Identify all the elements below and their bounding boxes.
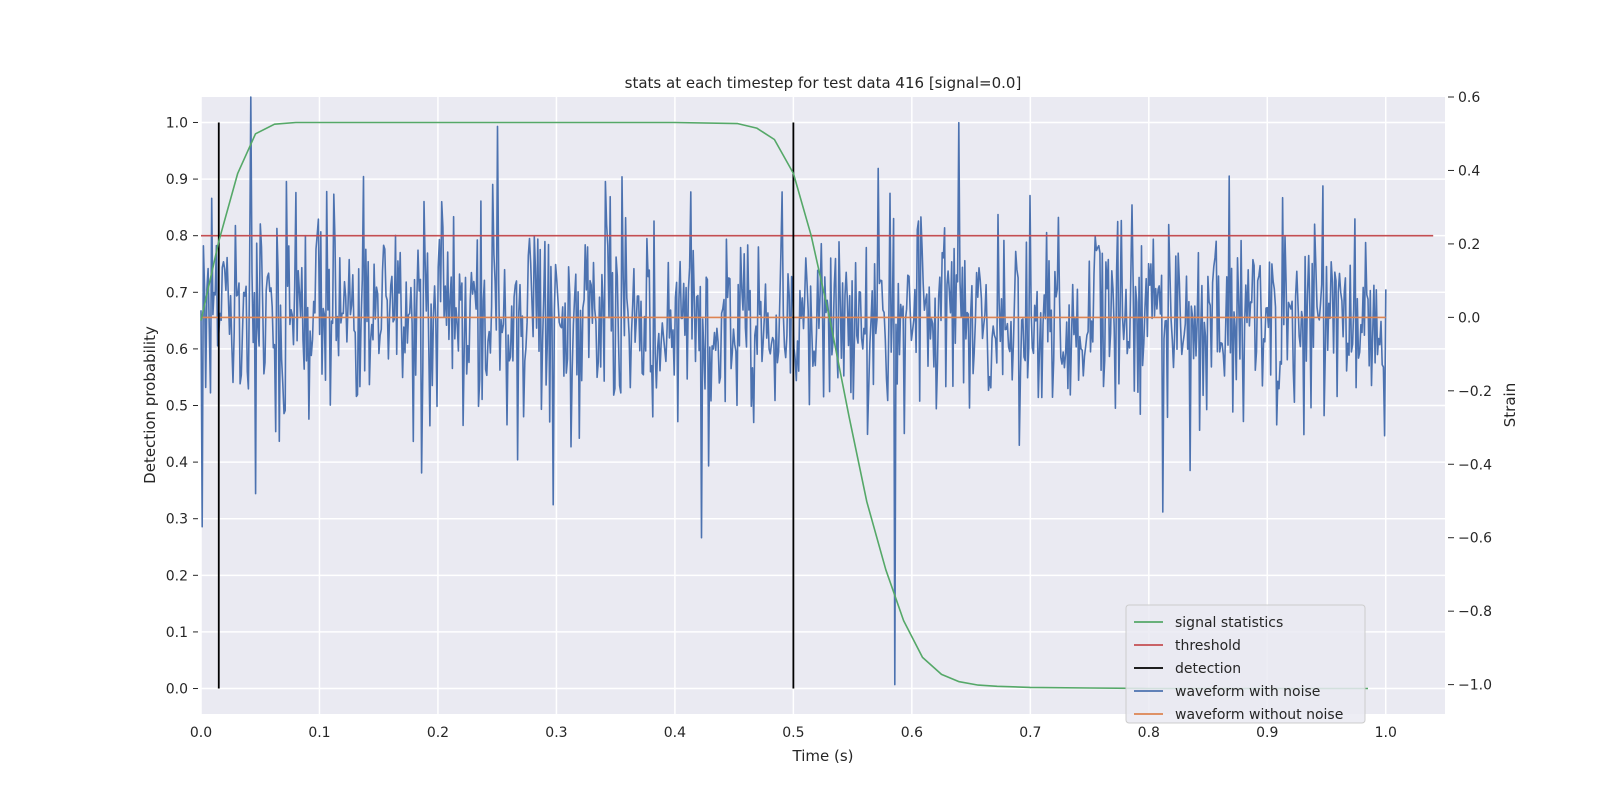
right-tick-label: 0.4	[1458, 163, 1480, 179]
legend-label: waveform without noise	[1175, 707, 1343, 723]
series-layer	[200, 96, 1434, 690]
right-tick-label: −0.4	[1458, 457, 1492, 473]
left-tick-label: 0.7	[166, 285, 188, 301]
x-tick-label: 0.0	[190, 725, 212, 741]
legend-label: signal statistics	[1175, 615, 1283, 631]
x-tick-label: 0.9	[1256, 725, 1278, 741]
chart-title: stats at each timestep for test data 416…	[625, 74, 1022, 92]
left-tick-label: 0.6	[166, 342, 188, 358]
right-axis-ticks: −1.0 −0.8 −0.6 −0.4 −0.2 0.0 0.2 0.4 0.6	[1448, 90, 1492, 694]
left-tick-label: 0.9	[166, 172, 188, 188]
x-tick-label: 0.6	[901, 725, 923, 741]
right-tick-label: 0.0	[1458, 310, 1480, 326]
left-tick-label: 0.8	[166, 229, 188, 245]
legend: signal statistics threshold detection wavef…	[1125, 604, 1366, 724]
x-tick-label: 0.5	[782, 725, 804, 741]
right-y-axis-label: Strain	[1501, 383, 1519, 427]
left-tick-label: 1.0	[166, 115, 188, 131]
x-tick-label: 0.3	[545, 725, 567, 741]
left-tick-label: 0.2	[166, 568, 188, 584]
right-tick-label: −0.2	[1458, 384, 1492, 400]
legend-label: waveform with noise	[1175, 684, 1320, 700]
right-tick-label: −0.6	[1458, 531, 1492, 547]
legend-label: detection	[1175, 661, 1241, 677]
left-tick-label: 0.1	[166, 625, 188, 641]
x-tick-label: 0.2	[427, 725, 449, 741]
right-tick-label: −0.8	[1458, 604, 1492, 620]
x-tick-label: 0.8	[1138, 725, 1160, 741]
left-y-axis-label: Detection probability	[141, 326, 159, 484]
legend-box	[1125, 604, 1366, 724]
x-tick-label: 1.0	[1375, 725, 1397, 741]
left-tick-label: 0.5	[166, 399, 188, 415]
right-tick-label: 0.6	[1458, 90, 1480, 106]
left-axis-ticks: 0.0 0.1 0.2 0.3 0.4 0.5 0.6 0.7 0.8 0.9 1.0	[166, 115, 198, 698]
x-tick-label: 0.1	[308, 725, 330, 741]
left-tick-label: 0.3	[166, 512, 188, 528]
bottom-axis-ticks: 0.0 0.1 0.2 0.3 0.4 0.5 0.6 0.7 0.8 0.9 1.0	[190, 725, 1397, 741]
x-tick-label: 0.4	[664, 725, 686, 741]
left-tick-label: 0.4	[166, 455, 188, 471]
legend-label: threshold	[1175, 638, 1241, 654]
left-tick-label: 0.0	[166, 682, 188, 698]
right-tick-label: −1.0	[1458, 678, 1492, 694]
x-tick-label: 0.7	[1019, 725, 1041, 741]
right-tick-label: 0.2	[1458, 237, 1480, 253]
series-signal-statistics	[200, 121, 1368, 690]
x-axis-label: Time (s)	[792, 747, 854, 765]
